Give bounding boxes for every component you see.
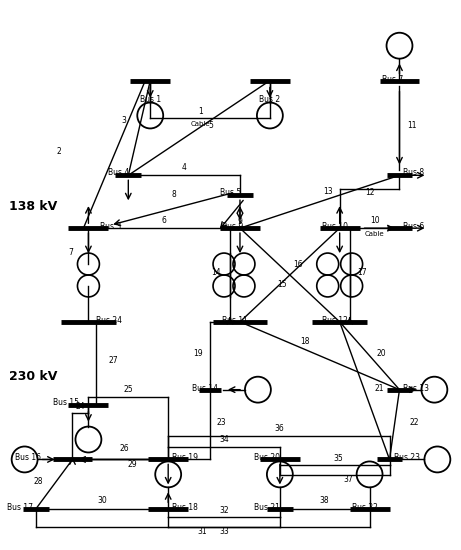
Text: 32: 32 [219,507,229,515]
Text: 29: 29 [128,460,137,469]
Text: 36: 36 [274,424,284,432]
Text: Bus 10: Bus 10 [322,222,348,231]
Text: 34: 34 [219,436,229,444]
Text: Cable: Cable [190,122,210,128]
Text: Bus 11: Bus 11 [222,316,248,325]
Text: 37: 37 [344,475,354,485]
Text: 138 kV: 138 kV [9,200,57,213]
Text: Bus 13: Bus 13 [403,384,430,393]
Text: Cable: Cable [365,231,384,237]
Text: Bus 21: Bus 21 [254,503,280,512]
Text: 230 kV: 230 kV [9,370,57,383]
Text: 25: 25 [124,384,133,394]
Text: Bus 16: Bus 16 [15,453,41,463]
Text: 1: 1 [198,107,202,117]
Text: 22: 22 [409,417,419,427]
Text: Bus 19: Bus 19 [172,453,198,463]
Text: 19: 19 [193,349,203,358]
Text: Bus 9: Bus 9 [222,222,243,231]
Text: 28: 28 [33,477,43,486]
Text: 11: 11 [408,121,417,130]
Text: 30: 30 [97,496,107,505]
Text: 8: 8 [172,190,177,199]
Text: 10: 10 [370,216,379,225]
Text: 23: 23 [216,417,226,427]
Text: Bus 22: Bus 22 [352,503,378,512]
Text: 13: 13 [323,187,332,196]
Text: 27: 27 [108,356,118,365]
Text: Bus 24: Bus 24 [96,316,123,325]
Text: 14: 14 [211,268,221,277]
Text: Bus 15: Bus 15 [53,398,78,406]
Text: 24: 24 [76,402,85,411]
Text: Bus 20: Bus 20 [254,453,280,463]
Text: 16: 16 [293,260,302,269]
Text: 17: 17 [357,268,366,277]
Text: Bus 12: Bus 12 [322,316,348,325]
Text: Bus 1: Bus 1 [140,95,161,103]
Text: 6: 6 [162,216,166,225]
Text: Bus 6: Bus 6 [403,222,425,231]
Text: Bus 4: Bus 4 [108,168,130,177]
Text: Bus 17: Bus 17 [6,503,33,512]
Text: 4: 4 [182,163,187,172]
Text: 12: 12 [365,188,374,197]
Text: 7: 7 [68,248,73,257]
Text: 15: 15 [277,280,287,289]
Text: 18: 18 [300,337,309,346]
Text: Bus 14: Bus 14 [192,384,218,393]
Text: Bus 5: Bus 5 [220,188,241,197]
Text: 9: 9 [237,217,242,226]
Text: Bus 2: Bus 2 [260,95,280,103]
Text: 33: 33 [219,527,229,536]
Text: 35: 35 [334,454,343,464]
Text: 2: 2 [56,147,61,156]
Text: 20: 20 [377,349,386,358]
Text: 21: 21 [375,384,384,393]
Text: 38: 38 [320,496,330,505]
Text: 31: 31 [198,527,207,536]
Text: Bus 8: Bus 8 [403,168,425,177]
Text: Bus 7: Bus 7 [382,75,403,84]
Text: 5: 5 [209,121,213,130]
Text: Bus 18: Bus 18 [172,503,198,512]
Text: 26: 26 [119,444,129,453]
Text: Bus 23: Bus 23 [394,453,420,463]
Text: Bus 3: Bus 3 [100,222,122,231]
Text: 3: 3 [122,116,127,125]
